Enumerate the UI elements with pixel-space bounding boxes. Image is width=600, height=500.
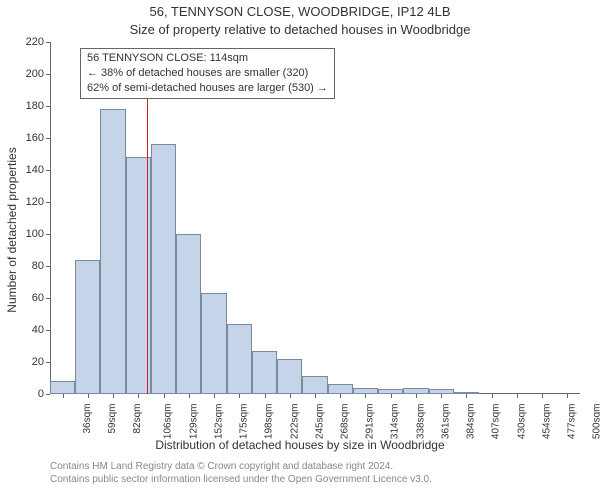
histogram-bar <box>75 260 100 394</box>
x-tick <box>416 394 417 398</box>
x-tick-label: 82sqm <box>132 404 143 434</box>
x-tick-label: 175sqm <box>239 404 250 440</box>
histogram-bar <box>227 324 252 394</box>
x-tick-label: 106sqm <box>163 404 174 440</box>
y-tick <box>46 74 50 75</box>
x-tick <box>138 394 139 398</box>
y-tick <box>46 234 50 235</box>
plot-area: 02040608010012014016018020022036sqm59sqm… <box>50 42 580 394</box>
x-tick-label: 384sqm <box>466 404 477 440</box>
x-tick <box>315 394 316 398</box>
x-tick-label: 36sqm <box>82 404 93 434</box>
y-tick-label: 20 <box>4 356 44 368</box>
y-tick <box>46 138 50 139</box>
y-tick-label: 220 <box>4 36 44 48</box>
y-tick <box>46 362 50 363</box>
x-tick-label: 152sqm <box>213 404 224 440</box>
x-tick <box>567 394 568 398</box>
x-tick-label: 291sqm <box>365 404 376 440</box>
footer-text: Contains HM Land Registry data © Crown c… <box>50 460 432 486</box>
x-tick-label: 361sqm <box>441 404 452 440</box>
x-tick <box>365 394 366 398</box>
histogram-bar <box>302 376 327 394</box>
x-tick <box>189 394 190 398</box>
y-tick-label: 40 <box>4 324 44 336</box>
x-tick <box>63 394 64 398</box>
y-tick <box>46 202 50 203</box>
x-tick-label: 245sqm <box>314 404 325 440</box>
chart-container: { "chart": { "type": "histogram", "title… <box>0 0 600 500</box>
y-tick <box>46 266 50 267</box>
annotation-line: ← 38% of detached houses are smaller (32… <box>87 66 328 81</box>
chart-title-line1: 56, TENNYSON CLOSE, WOODBRIDGE, IP12 4LB <box>0 4 600 19</box>
x-tick-label: 222sqm <box>289 404 300 440</box>
x-tick <box>265 394 266 398</box>
x-tick-label: 407sqm <box>491 404 502 440</box>
x-tick-label: 338sqm <box>415 404 426 440</box>
histogram-bar <box>100 109 125 394</box>
x-tick <box>441 394 442 398</box>
x-tick-label: 430sqm <box>516 404 527 440</box>
y-tick <box>46 394 50 395</box>
x-tick <box>542 394 543 398</box>
histogram-bar <box>277 359 302 394</box>
x-tick <box>290 394 291 398</box>
y-tick <box>46 330 50 331</box>
x-tick-label: 500sqm <box>592 404 600 440</box>
histogram-bar <box>151 144 176 394</box>
x-tick <box>88 394 89 398</box>
y-tick <box>46 170 50 171</box>
histogram-bar <box>328 384 353 394</box>
x-tick <box>466 394 467 398</box>
y-tick-label: 160 <box>4 132 44 144</box>
x-tick <box>517 394 518 398</box>
histogram-bar <box>176 234 201 394</box>
marker-line <box>147 62 148 394</box>
y-tick-label: 0 <box>4 388 44 400</box>
y-tick-label: 80 <box>4 260 44 272</box>
x-tick-label: 59sqm <box>107 404 118 434</box>
y-tick-label: 200 <box>4 68 44 80</box>
annotation-line: 62% of semi-detached houses are larger (… <box>87 81 328 96</box>
x-tick <box>492 394 493 398</box>
y-tick <box>46 298 50 299</box>
footer-line2: Contains public sector information licen… <box>50 473 432 486</box>
histogram-bar <box>252 351 277 394</box>
footer-line1: Contains HM Land Registry data © Crown c… <box>50 460 432 473</box>
x-tick-label: 477sqm <box>567 404 578 440</box>
y-tick <box>46 106 50 107</box>
y-axis <box>50 42 51 394</box>
y-tick-label: 60 <box>4 292 44 304</box>
x-tick <box>391 394 392 398</box>
histogram-bar <box>50 381 75 394</box>
y-tick-label: 180 <box>4 100 44 112</box>
y-tick-label: 100 <box>4 228 44 240</box>
x-axis-label: Distribution of detached houses by size … <box>0 438 600 452</box>
x-tick-label: 314sqm <box>390 404 401 440</box>
chart-title-line2: Size of property relative to detached ho… <box>0 22 600 37</box>
x-tick <box>113 394 114 398</box>
x-tick <box>214 394 215 398</box>
x-tick-label: 268sqm <box>340 404 351 440</box>
x-tick <box>340 394 341 398</box>
x-tick-label: 454sqm <box>541 404 552 440</box>
x-tick <box>164 394 165 398</box>
y-tick <box>46 42 50 43</box>
annotation-line: 56 TENNYSON CLOSE: 114sqm <box>87 51 328 66</box>
y-tick-label: 120 <box>4 196 44 208</box>
x-tick <box>239 394 240 398</box>
x-tick-label: 129sqm <box>188 404 199 440</box>
x-tick-label: 198sqm <box>264 404 275 440</box>
histogram-bar <box>201 293 226 394</box>
y-tick-label: 140 <box>4 164 44 176</box>
annotation-box: 56 TENNYSON CLOSE: 114sqm← 38% of detach… <box>80 48 335 99</box>
